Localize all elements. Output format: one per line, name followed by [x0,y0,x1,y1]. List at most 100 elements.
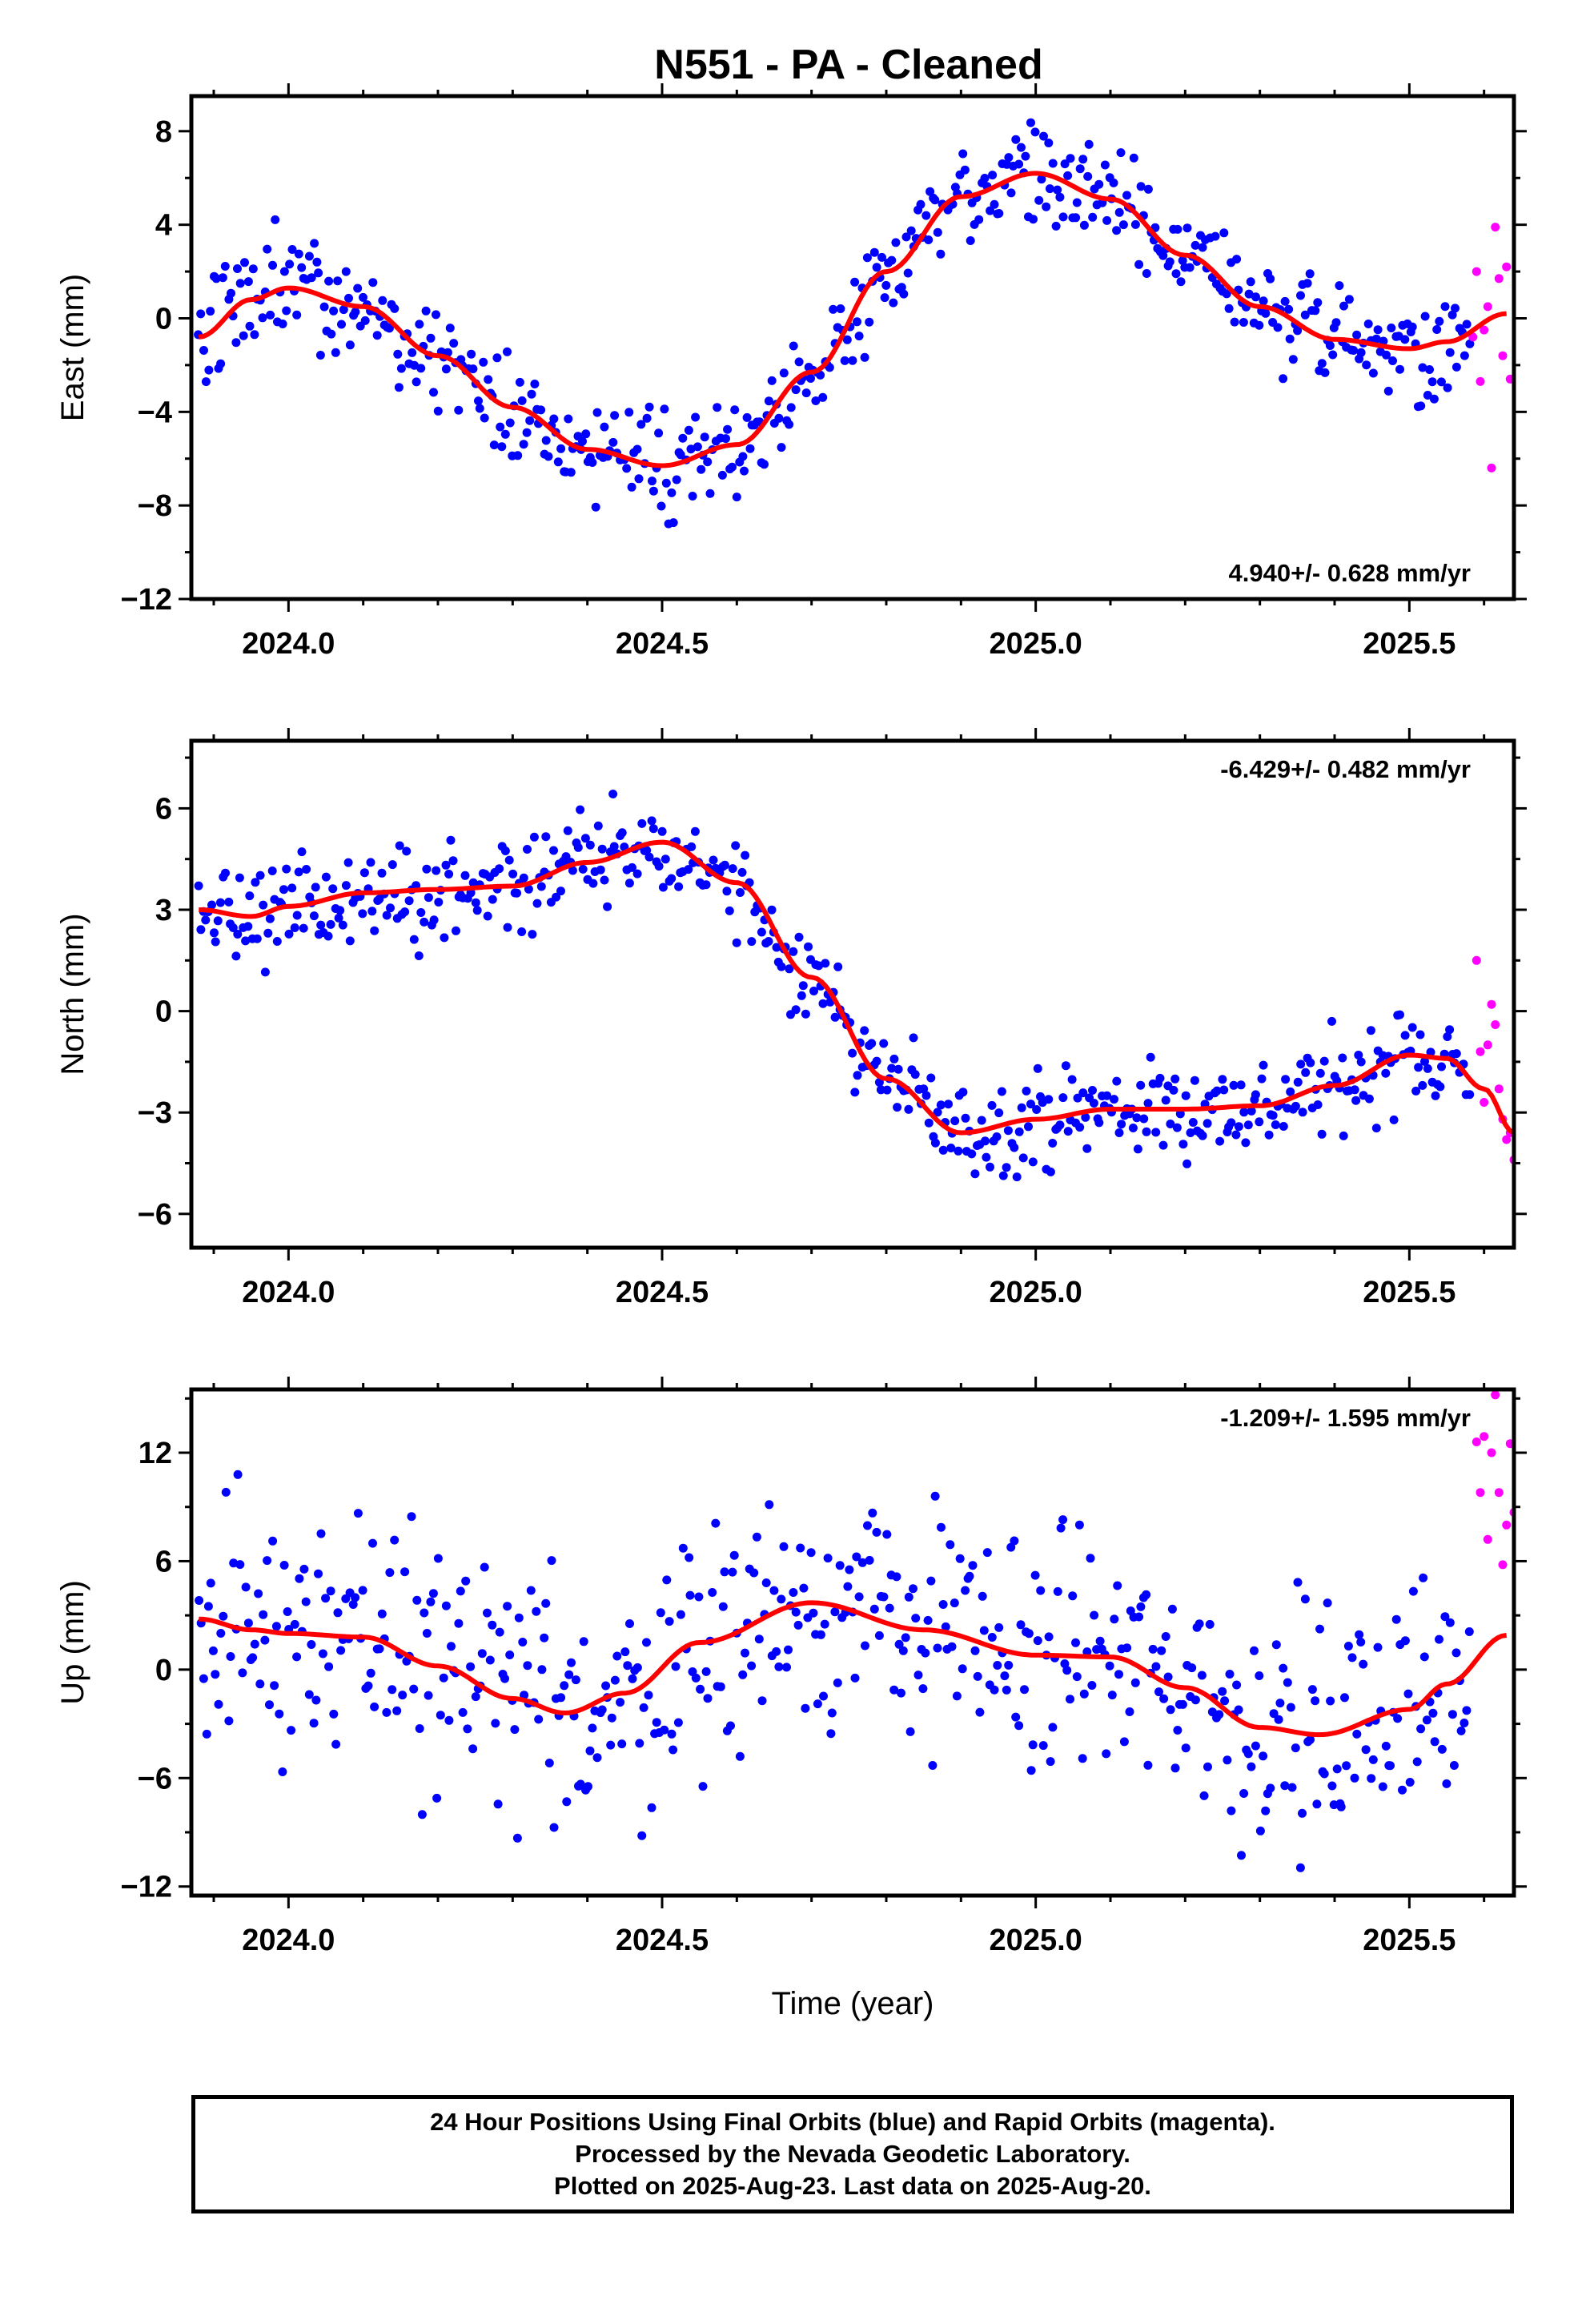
final-point [483,1608,492,1618]
final-point [233,930,243,939]
final-point [439,1673,448,1683]
final-point [1203,1762,1212,1771]
final-point [861,1641,869,1651]
final-point [1259,1060,1268,1070]
final-point [921,211,931,220]
footer-line-2: Processed by the Nevada Geodetic Laborat… [575,2140,1130,2168]
final-point [926,187,935,196]
final-point [278,1767,287,1776]
panel-north: 2024.0 2024.5 2025.0 2025.5 −6 −3 0 3 6 North (mm… [55,728,1527,1309]
final-point [872,1056,881,1066]
final-point [1129,153,1138,163]
x-tick-label: 2024.0 [242,1276,335,1309]
final-point [310,239,319,248]
final-point [637,818,647,828]
final-point [1437,1062,1446,1072]
final-point [292,310,302,320]
final-point [740,466,749,476]
final-point [1307,1685,1317,1695]
final-point [892,1572,901,1582]
final-point [654,428,664,438]
final-point [299,923,308,933]
final-point [359,868,369,878]
final-point [1175,1109,1185,1119]
final-point [235,873,244,883]
final-point [567,1658,576,1667]
final-point [1154,1687,1163,1697]
final-point [827,1708,837,1718]
final-point [1176,277,1186,287]
final-point [1356,348,1366,357]
final-point [1122,1643,1132,1653]
final-point [358,1586,367,1595]
final-point [968,1561,978,1570]
final-point [1462,320,1472,329]
rapid-point [1494,1084,1504,1094]
final-point [429,388,438,397]
final-point [854,1592,864,1602]
final-point [432,1793,442,1803]
final-point [536,405,546,415]
final-point [777,962,786,971]
final-point [597,1705,607,1715]
final-point [889,1054,899,1063]
final-point [785,964,794,974]
final-point [326,919,335,929]
final-point [1231,1130,1241,1140]
final-point [986,1162,994,1172]
final-point [484,375,493,384]
final-point [1227,1118,1236,1128]
final-point [848,356,857,365]
final-point [777,443,786,452]
final-point [1361,1745,1371,1755]
final-point [992,1132,1002,1141]
final-point [341,881,351,891]
final-point [801,388,811,398]
final-point [233,264,242,273]
final-point [409,1684,419,1694]
final-point [930,1491,940,1501]
final-point [967,1149,977,1159]
final-point [642,1638,651,1647]
final-point [848,1048,857,1058]
final-point [716,1682,725,1691]
final-point [563,826,572,835]
plot-area-up [195,1390,1514,1872]
final-point [290,923,299,932]
final-point [1452,1648,1461,1658]
final-point [826,1729,836,1739]
final-point [202,1729,211,1739]
final-point [1109,178,1118,187]
final-point [363,1681,373,1691]
final-point [368,1538,377,1548]
final-point [661,478,671,488]
final-point [1114,1128,1124,1137]
final-point [1293,1578,1303,1587]
final-point [660,404,669,414]
final-point [1367,1774,1376,1783]
final-point [1195,1619,1204,1629]
final-point [757,1696,767,1706]
final-point [1423,1063,1432,1073]
rapid-point [1480,1098,1489,1107]
final-point [676,1610,685,1619]
final-point [1172,1123,1182,1132]
final-point [667,1729,677,1739]
final-point [1349,346,1359,355]
final-point [1053,185,1062,195]
final-point [560,1681,569,1691]
final-point [1222,289,1231,299]
final-point [1173,224,1182,234]
y-tick-label: −6 [138,1762,172,1795]
final-point [216,359,226,368]
final-point [1352,1729,1362,1739]
final-point [843,1582,853,1591]
final-point [627,482,636,492]
final-point [757,927,766,937]
final-point [1079,220,1089,230]
final-point [231,951,241,961]
final-point [1187,1663,1197,1673]
final-point [1224,304,1234,313]
final-point [1435,316,1444,326]
